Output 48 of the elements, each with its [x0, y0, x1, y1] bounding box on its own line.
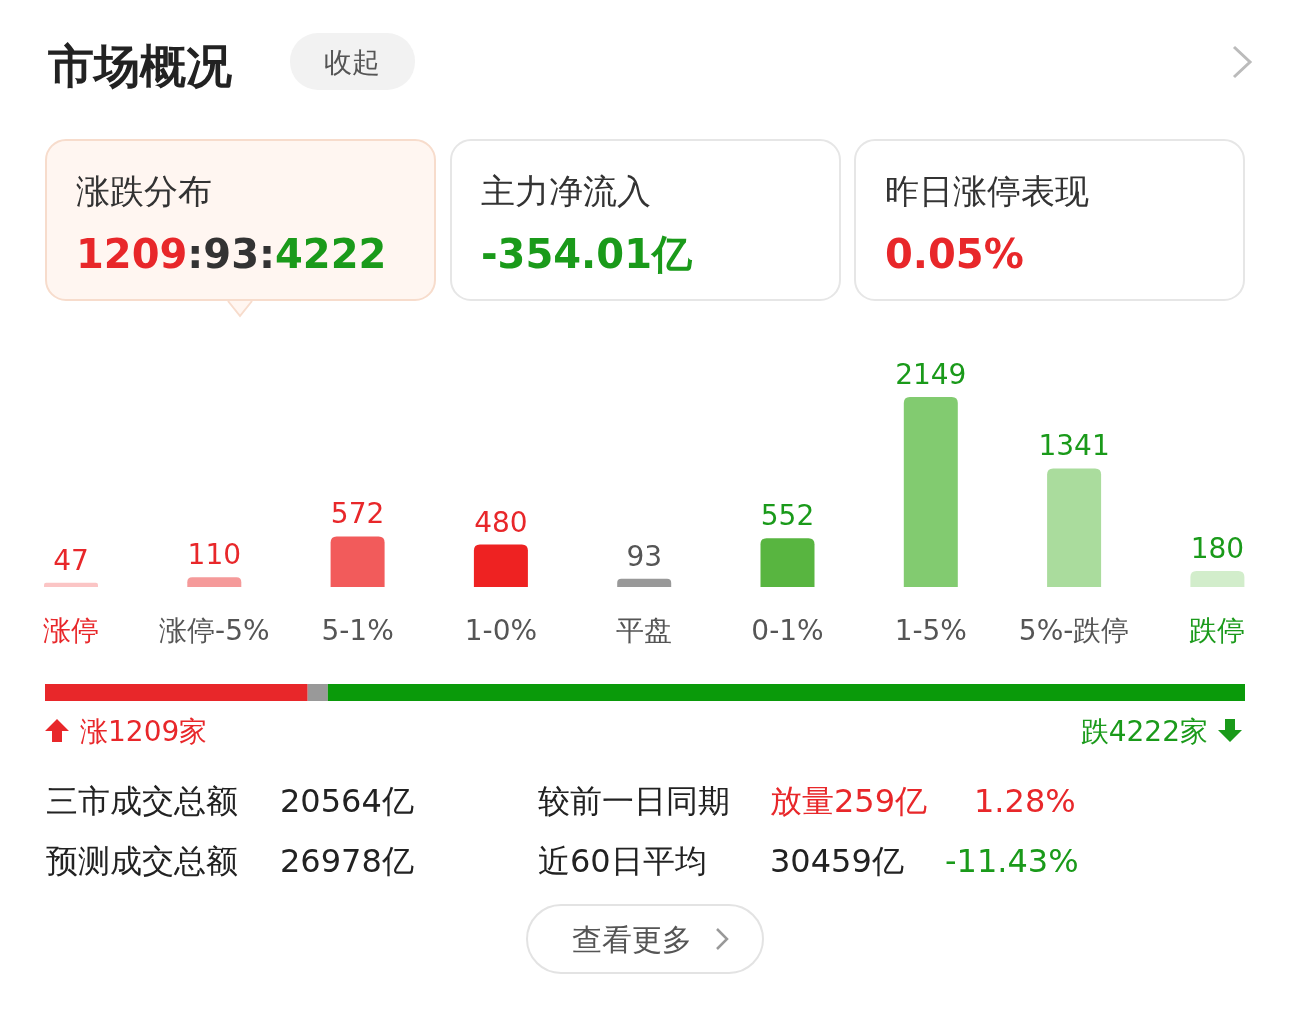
bar — [903, 397, 958, 587]
text: 0.05% — [885, 231, 1024, 277]
text: -354.01亿 — [481, 231, 693, 277]
text: 涨1209家 — [80, 715, 208, 748]
x-tick-label: 0-1% — [751, 614, 824, 647]
text: 26978亿 — [280, 842, 414, 880]
text: -11.43% — [945, 842, 1079, 880]
text: 较前一日同期 — [538, 782, 730, 820]
x-tick-label: 平盘 — [616, 614, 673, 647]
data-label: 572 — [330, 497, 385, 531]
bar — [760, 538, 815, 587]
data-label: 110 — [187, 538, 242, 572]
text: 30459亿 — [770, 842, 904, 880]
text: 近60日平均 — [538, 842, 707, 880]
text: 市场概况 — [48, 39, 232, 93]
bar — [1047, 468, 1102, 587]
bar — [330, 536, 385, 587]
x-tick-label: 5-1% — [321, 614, 394, 647]
bar — [44, 582, 98, 587]
data-label: 47 — [53, 543, 89, 577]
data-label: 180 — [1190, 532, 1245, 566]
x-tick-label: 5%-跌停 — [1018, 614, 1130, 647]
bar — [187, 577, 242, 587]
text: 三市成交总额 — [46, 782, 238, 820]
x-tick-label: 跌停 — [1189, 614, 1246, 647]
text: 放量259亿 — [770, 782, 928, 820]
bar — [617, 578, 672, 587]
text: 昨日涨停表现 — [885, 171, 1089, 211]
text: 收起 — [324, 46, 380, 79]
text: 跌4222家 — [1080, 715, 1208, 748]
text: 涨跌分布 — [76, 171, 212, 211]
text: 1209:93:4222 — [76, 231, 387, 277]
data-label: 552 — [760, 499, 815, 533]
data-label: 480 — [474, 505, 528, 539]
data-label: 93 — [626, 539, 663, 573]
data-label: 2149 — [895, 358, 967, 391]
x-tick-label: 涨停-5% — [159, 614, 270, 647]
x-tick-label: 1-0% — [464, 614, 538, 647]
bar — [1190, 571, 1245, 587]
text: 查看更多 — [572, 922, 692, 957]
text: 1.28% — [974, 782, 1076, 820]
bar — [473, 544, 528, 587]
text: 主力净流入 — [481, 171, 651, 211]
text: 预测成交总额 — [46, 842, 238, 880]
x-tick-label: 1-5% — [894, 614, 967, 647]
data-label: 1341 — [1038, 429, 1110, 463]
text: 20564亿 — [280, 782, 414, 820]
x-tick-label: 涨停 — [43, 614, 99, 647]
